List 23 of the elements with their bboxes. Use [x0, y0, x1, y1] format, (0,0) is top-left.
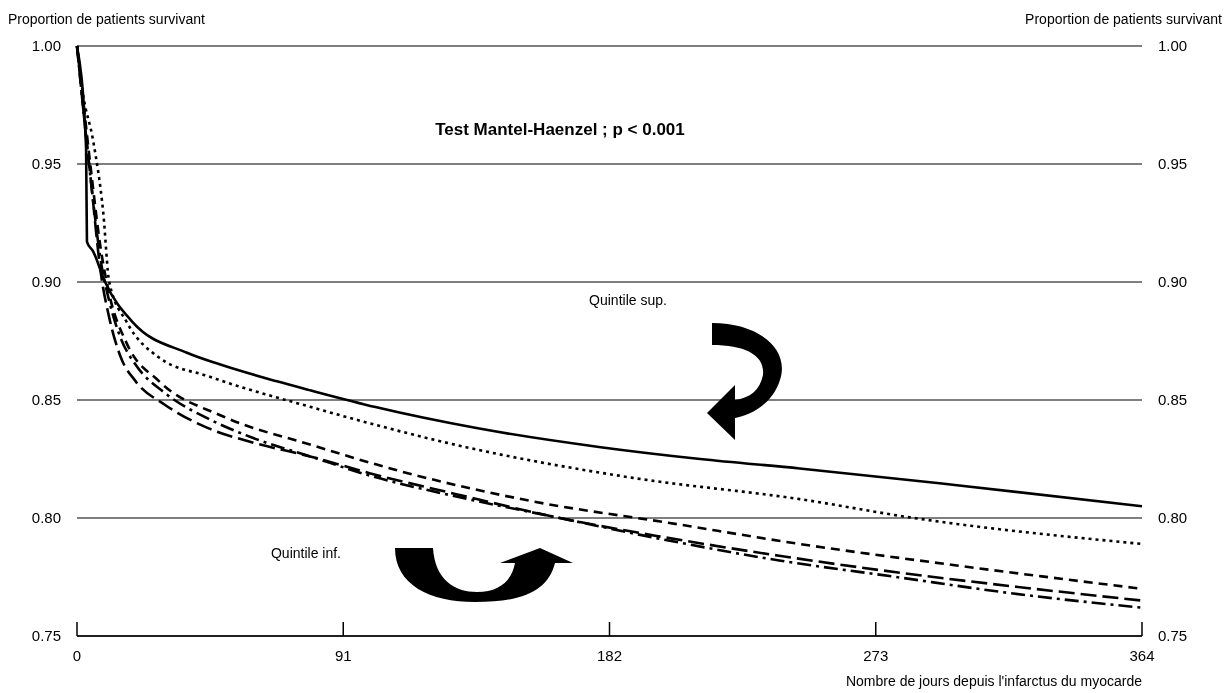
- x-tick-label: 0: [72, 647, 82, 664]
- x-axis-title: Nombre de jours depuis l'infarctus du myocarde: [845, 673, 1143, 689]
- x-tick-label: 364: [1129, 647, 1155, 664]
- y2-tick-label: 0.85: [1158, 391, 1188, 408]
- x-tick-label: 273: [863, 647, 889, 664]
- y-tick-label: 0.90: [31, 273, 61, 290]
- y-tick-label: 0.75: [31, 627, 61, 644]
- y2-axis-title: Proportion de patients survivant: [1025, 11, 1223, 27]
- y-tick-label: 0.85: [31, 391, 61, 408]
- y2-tick-label: 0.90: [1158, 273, 1188, 290]
- annotation: Quintile inf.: [270, 545, 342, 561]
- y-axis-title: Proportion de patients survivant: [8, 11, 205, 27]
- annotation: Quintile sup.: [589, 292, 667, 308]
- y-tick-label: 0.80: [31, 509, 61, 526]
- x-tick-label: 91: [334, 647, 352, 664]
- y2-tick-label: 0.80: [1158, 509, 1188, 526]
- x-tick-label: 182: [596, 647, 623, 664]
- y-tick-label: 1.00: [31, 37, 61, 54]
- annotation: Test Mantel-Haenzel ; p < 0.001: [435, 120, 685, 139]
- y2-tick-label: 0.75: [1158, 627, 1188, 644]
- y2-tick-label: 0.95: [1158, 155, 1188, 172]
- y-tick-label: 0.95: [31, 155, 61, 172]
- y2-tick-label: 1.00: [1158, 37, 1188, 54]
